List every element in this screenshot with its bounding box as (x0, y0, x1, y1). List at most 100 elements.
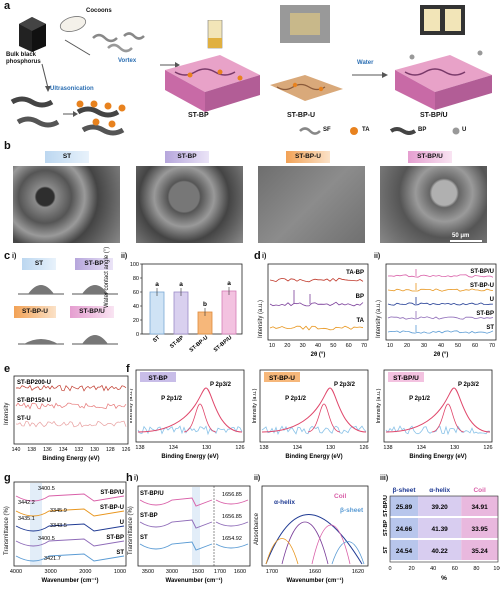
panel-a-legend (299, 127, 460, 135)
sem-tag-st-bp-slash-u: ST-BP/U (408, 151, 452, 163)
h-i-xtick-1: 3000 (166, 569, 178, 575)
panel-g-xtick-1000: 1000 (114, 569, 126, 575)
h-i-label-0: ST-BP/U (140, 491, 164, 497)
xrd-right-line-4 (387, 325, 494, 334)
h-i-line-0 (139, 497, 213, 507)
cocoon-icon (59, 16, 87, 32)
panel-f-fit-p12-2 (431, 403, 465, 433)
xrd-xtick-0-70: 70 (361, 343, 367, 349)
h-iii-xtick-20: 20 (409, 566, 415, 572)
panel-f-fit-p12-1 (307, 403, 341, 433)
vortex-arrow (64, 39, 180, 68)
h-iii-cell-bg-0-2 (461, 496, 498, 516)
sem-image-st-bp-u (258, 166, 365, 243)
panel-f-xlabel-1: Binding Energy (eV) (285, 454, 342, 460)
h-iii-frame (389, 495, 499, 563)
ytick-label-80: 80 (133, 276, 139, 282)
panel-letter-h: h (126, 472, 133, 484)
h-i-highlight (192, 487, 200, 565)
panel-f-fit-p12-0 (183, 403, 217, 433)
bulk-bp-illustration (19, 17, 46, 52)
panel-f-fit-p32-2 (385, 387, 491, 433)
panel-f-xtick-0-126: 126 (235, 445, 244, 451)
xrd-xtick-1-70: 70 (489, 343, 495, 349)
panel-e-label-2: ST-U (17, 416, 31, 422)
bar-0 (149, 291, 165, 335)
h-iii-cell-bg-1-0 (390, 518, 419, 538)
h-iii-header-0: β-sheet (392, 487, 416, 494)
droplet-st-bp-slash-u (82, 335, 108, 344)
xrd-left-line-0 (269, 277, 364, 283)
ytick-label-20: 20 (133, 318, 139, 324)
panel-f-tag-bg-0 (140, 372, 176, 382)
h-i-peak-1: 1656.85 (222, 514, 242, 520)
h-i-xtick-3: 1700 (214, 569, 226, 575)
xrd-ylabel-right: Intensity (a.u.) (376, 299, 382, 338)
sem-image-st-bp-slash-u (380, 166, 487, 243)
xrd-xtick-0-20: 20 (284, 343, 290, 349)
h-i-label-2: ST (140, 535, 148, 541)
legend-ta: TA (362, 127, 370, 133)
panel-f-xtick-1-138: 138 (259, 445, 268, 451)
panel-f-xtick-1-130: 130 (326, 445, 335, 451)
panel-letter-c: c (4, 250, 11, 262)
h-i-peak-0: 1656.85 (222, 492, 242, 498)
panel-d-sub-i: i) (262, 253, 267, 260)
ytick-label-60: 60 (133, 290, 139, 296)
sig-letter-1: a (179, 281, 183, 288)
panel-e-xtick-128: 128 (106, 447, 115, 453)
xrd-left-label-1: BP (356, 294, 364, 300)
panel-f-xtick-1-134: 134 (293, 445, 302, 451)
h-iii-cell-bg-1-2 (461, 518, 498, 538)
scale-bar-label: 50 μm (452, 233, 470, 239)
panel-f-frame-1 (259, 369, 369, 443)
contact-angle-ylabel: Water contact angle (°) (104, 246, 110, 308)
h-i-xtick-0: 3500 (142, 569, 154, 575)
cocoons-label: Cocoons (86, 8, 112, 14)
h-iii-header-1: α-helix (429, 487, 450, 494)
bar-1 (173, 291, 189, 335)
h-ii-alpha-label: α-helix (274, 499, 295, 506)
panel-f-xtick-0-130: 130 (202, 445, 211, 451)
h-iii-cell-1-2: 33.95 (471, 526, 488, 533)
xrd-xtick-1-60: 60 (472, 343, 478, 349)
xrd-frame-0 (267, 263, 369, 341)
ytick-label-0: 0 (136, 332, 139, 338)
panel-f-p12-0: P 2p1/2 (161, 396, 183, 402)
xrd-right-label-3: ST-BP (476, 311, 494, 317)
h-i-zoom-0 (215, 499, 249, 505)
h-ii-xtick-1620: 1620 (352, 569, 364, 575)
panel-g-label-3: ST-BP (106, 535, 124, 541)
panel-g-highlight (30, 483, 42, 565)
st-bp-u-label: ST-BP-U (287, 112, 315, 119)
panel-f-xtick-0-138: 138 (135, 445, 144, 451)
amide-analysis-charts: ST-BP/U 1656.85 ST-BP 1656.85 ST 1654.92 3500 3… (137, 485, 500, 584)
h-ii-coil-label: Coil (334, 493, 346, 500)
panel-g-line-0 (15, 493, 125, 502)
xrd-xtick-0-10: 10 (269, 343, 275, 349)
h-iii-row-label-2: ST (383, 546, 389, 554)
ultrasonication-arrow (41, 63, 51, 92)
h-i-label-1: ST-BP (140, 513, 158, 519)
xrd-right-line-3 (387, 311, 494, 320)
ytick-label-100: 100 (130, 262, 139, 268)
panel-g-frame (13, 481, 127, 567)
panel-g-label-4: ST (116, 550, 124, 556)
panel-g-line-4 (15, 553, 125, 562)
xrd-xtick-0-50: 50 (330, 343, 336, 349)
panel-f-xtick-2-130: 130 (450, 445, 459, 451)
panel-g-xlabel: Wavenumber (cm⁻¹) (42, 577, 99, 584)
xrd-left-line-2 (269, 325, 364, 331)
panel-g-annotation-4: 3343.5 (50, 523, 67, 529)
panel-g-label-0: ST-BP/U (100, 490, 124, 496)
panel-f-fit-p32-1 (261, 387, 367, 433)
xrd-right-label-4: ST (486, 325, 494, 331)
h-i-line-2 (139, 541, 213, 551)
xrd-xlabel-0: 2θ (°) (311, 352, 326, 358)
bar-3 (221, 290, 237, 335)
h-iii-xtick-100: 100 (493, 566, 500, 572)
panel-e-xtick-130: 130 (90, 447, 99, 453)
h-ii-xlabel: Wavenumber (cm⁻¹) (287, 577, 344, 584)
panel-letter-a: a (4, 0, 11, 12)
h-iii-xlabel: % (441, 575, 447, 582)
